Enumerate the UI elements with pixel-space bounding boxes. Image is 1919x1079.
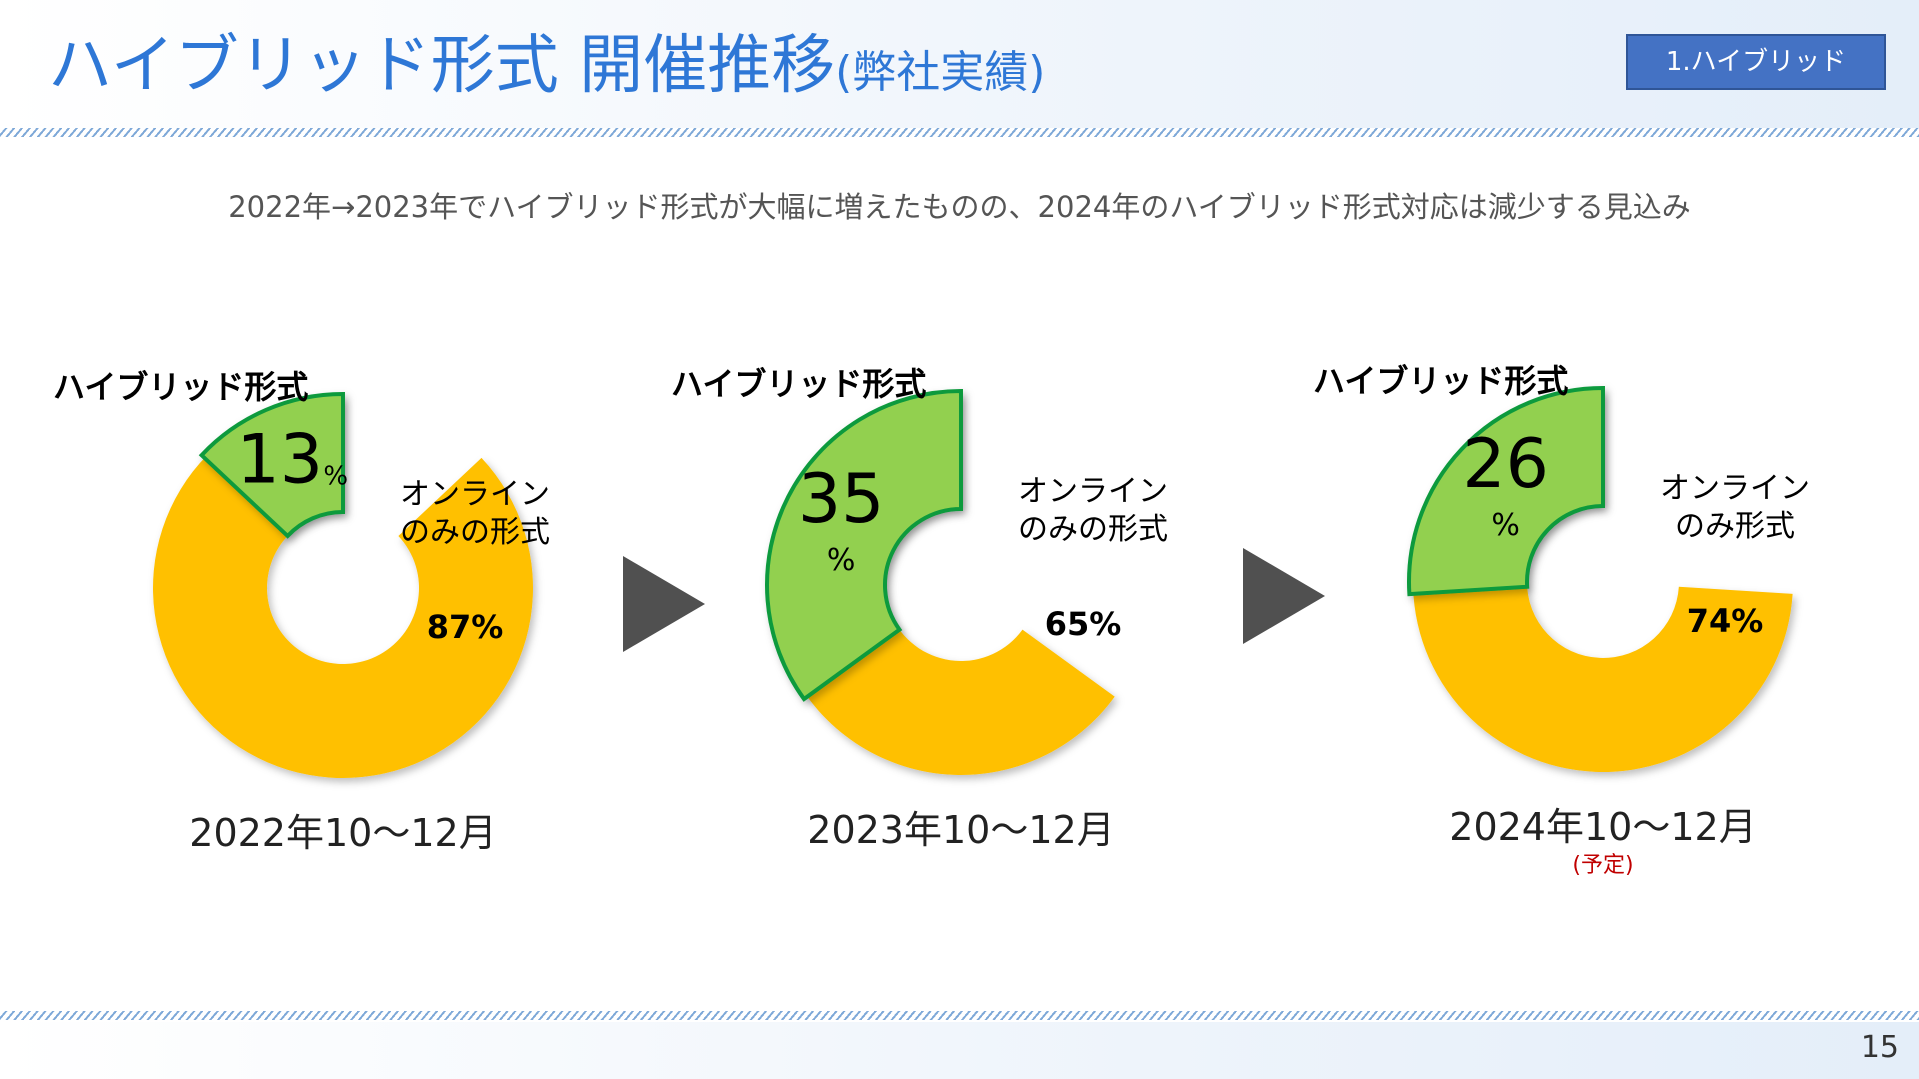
hybrid-slice: [765, 388, 963, 702]
hybrid-unit: %: [323, 461, 348, 491]
online-only-label: オンライン: [1018, 474, 1168, 509]
page-title: ハイブリッド形式 開催推移(弊社実績): [48, 20, 1045, 119]
online-only-value: 65%: [1045, 605, 1122, 643]
header-band: [0, 0, 1919, 128]
header-stripe-divider: [0, 128, 1919, 137]
period-label: 2022年10〜12月: [189, 811, 496, 855]
page-number: 15: [1860, 1030, 1899, 1065]
hybrid-unit: %: [1491, 508, 1520, 543]
hybrid-label: ハイブリッド形式: [671, 365, 926, 403]
page-title-main: ハイブリッド形式 開催推移: [48, 29, 836, 103]
online-only-value: 87%: [427, 608, 504, 646]
online-only-label: オンライン: [1660, 471, 1810, 506]
hybrid-label: ハイブリッド形式: [53, 368, 308, 406]
online-only-label: のみの形式: [1018, 512, 1168, 547]
period-note: (予定): [1572, 853, 1633, 878]
slide-subtitle: 2022年→2023年でハイブリッド形式が大幅に増えたものの、2024年のハイブ…: [228, 190, 1691, 224]
right-arrow-icon: [623, 556, 705, 652]
section-tag: 1.ハイブリッド: [1626, 34, 1886, 90]
hybrid-slice: [1406, 385, 1606, 597]
period-label: 2024年10〜12月: [1449, 805, 1756, 849]
period-label: 2023年10〜12月: [807, 808, 1114, 852]
footer-band: [0, 1022, 1919, 1079]
hybrid-unit: %: [827, 543, 856, 578]
right-arrow-icon: [1243, 548, 1325, 644]
hybrid-slice: [198, 391, 345, 539]
online-only-label: のみの形式: [400, 515, 550, 550]
hybrid-value: 35: [798, 460, 885, 539]
online-only-label: オンライン: [400, 477, 550, 512]
hybrid-value: 26: [1462, 425, 1549, 504]
footer-stripe-divider: [0, 1011, 1919, 1020]
online-only-value: 74%: [1687, 602, 1764, 640]
hybrid-value: 13: [237, 420, 324, 499]
online-only-label: のみ形式: [1675, 509, 1795, 544]
page-title-suffix: (弊社実績): [835, 47, 1046, 98]
hybrid-label: ハイブリッド形式: [1313, 362, 1568, 400]
